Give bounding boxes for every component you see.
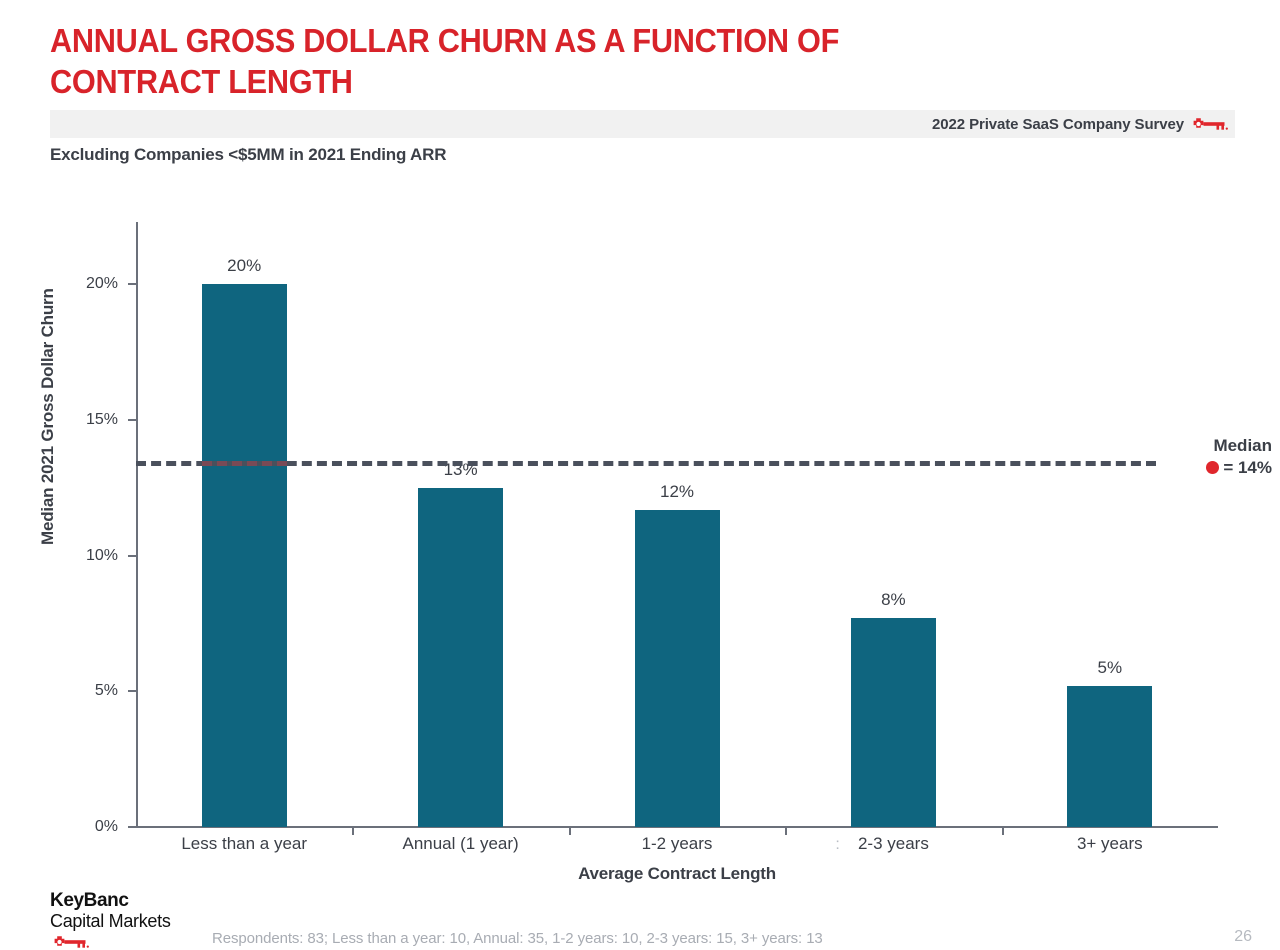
axis-artifact-glyph: : — [835, 836, 840, 853]
bar — [634, 509, 720, 827]
y-axis-tick — [128, 283, 137, 286]
bars-container — [136, 222, 1218, 827]
y-axis-tick-label: 5% — [94, 682, 118, 700]
median-annotation: Median = 14% — [1206, 435, 1272, 479]
y-axis-tick — [128, 554, 137, 557]
median-reference-line-overlap — [201, 460, 287, 466]
y-axis-tick — [128, 826, 137, 828]
y-axis-tick — [128, 690, 137, 693]
x-axis-category-label: Less than a year — [181, 834, 308, 853]
x-axis-tick — [352, 826, 355, 835]
bar-value-label: 20% — [227, 256, 262, 276]
bar-value-label: 12% — [659, 481, 695, 501]
y-axis-line — [136, 222, 138, 828]
x-axis-line — [136, 826, 1218, 828]
x-axis-category-label: Annual (1 year) — [402, 834, 519, 853]
bar — [1067, 685, 1153, 827]
page-title: ANNUAL GROSS DOLLAR CHURN AS A FUNCTION … — [50, 22, 840, 100]
y-axis-tick — [128, 419, 137, 422]
key-icon — [1191, 115, 1229, 133]
median-annotation-value-row: = 14% — [1206, 457, 1272, 479]
bar-value-label: 5% — [1097, 657, 1123, 677]
y-axis-tick-label: 20% — [85, 275, 118, 293]
keybanc-logo: KeyBanc Capital Markets — [50, 890, 171, 950]
y-axis-tick-label: 15% — [85, 411, 118, 429]
x-axis-category-label: 2-3 years — [857, 834, 929, 853]
median-annotation-value: = 14% — [1223, 457, 1272, 477]
x-axis-title: Average Contract Length — [578, 864, 776, 883]
bar — [850, 618, 936, 827]
median-annotation-label: Median — [1213, 435, 1272, 455]
median-reference-line — [136, 460, 1156, 466]
bar — [418, 487, 504, 827]
x-axis-tick — [568, 826, 571, 835]
page-number: 26 — [1234, 928, 1252, 945]
x-axis-tick — [785, 826, 788, 835]
red-dot-icon — [1206, 460, 1220, 474]
y-axis-tick-label: 0% — [94, 818, 118, 835]
respondents-note: Respondents: 83; Less than a year: 10, A… — [212, 930, 823, 947]
survey-banner: 2022 Private SaaS Company Survey — [50, 110, 1235, 138]
x-axis-category-label: 3+ years — [1076, 834, 1143, 853]
x-axis-category-label: 1-2 years — [641, 834, 713, 853]
banner-label: 2022 Private SaaS Company Survey — [932, 115, 1184, 133]
y-axis-tick-label: 10% — [85, 546, 118, 564]
x-axis-tick — [1001, 826, 1004, 835]
subtitle: Excluding Companies <$5MM in 2021 Ending… — [50, 145, 447, 164]
bar — [201, 284, 287, 827]
y-axis-title: Median 2021 Gross Dollar Churn — [38, 288, 57, 545]
keybanc-logo-line1: KeyBanc — [50, 890, 129, 911]
keybanc-logo-line2: Capital Markets — [50, 911, 171, 931]
key-icon — [50, 933, 171, 950]
bar-value-label: 8% — [881, 590, 906, 610]
